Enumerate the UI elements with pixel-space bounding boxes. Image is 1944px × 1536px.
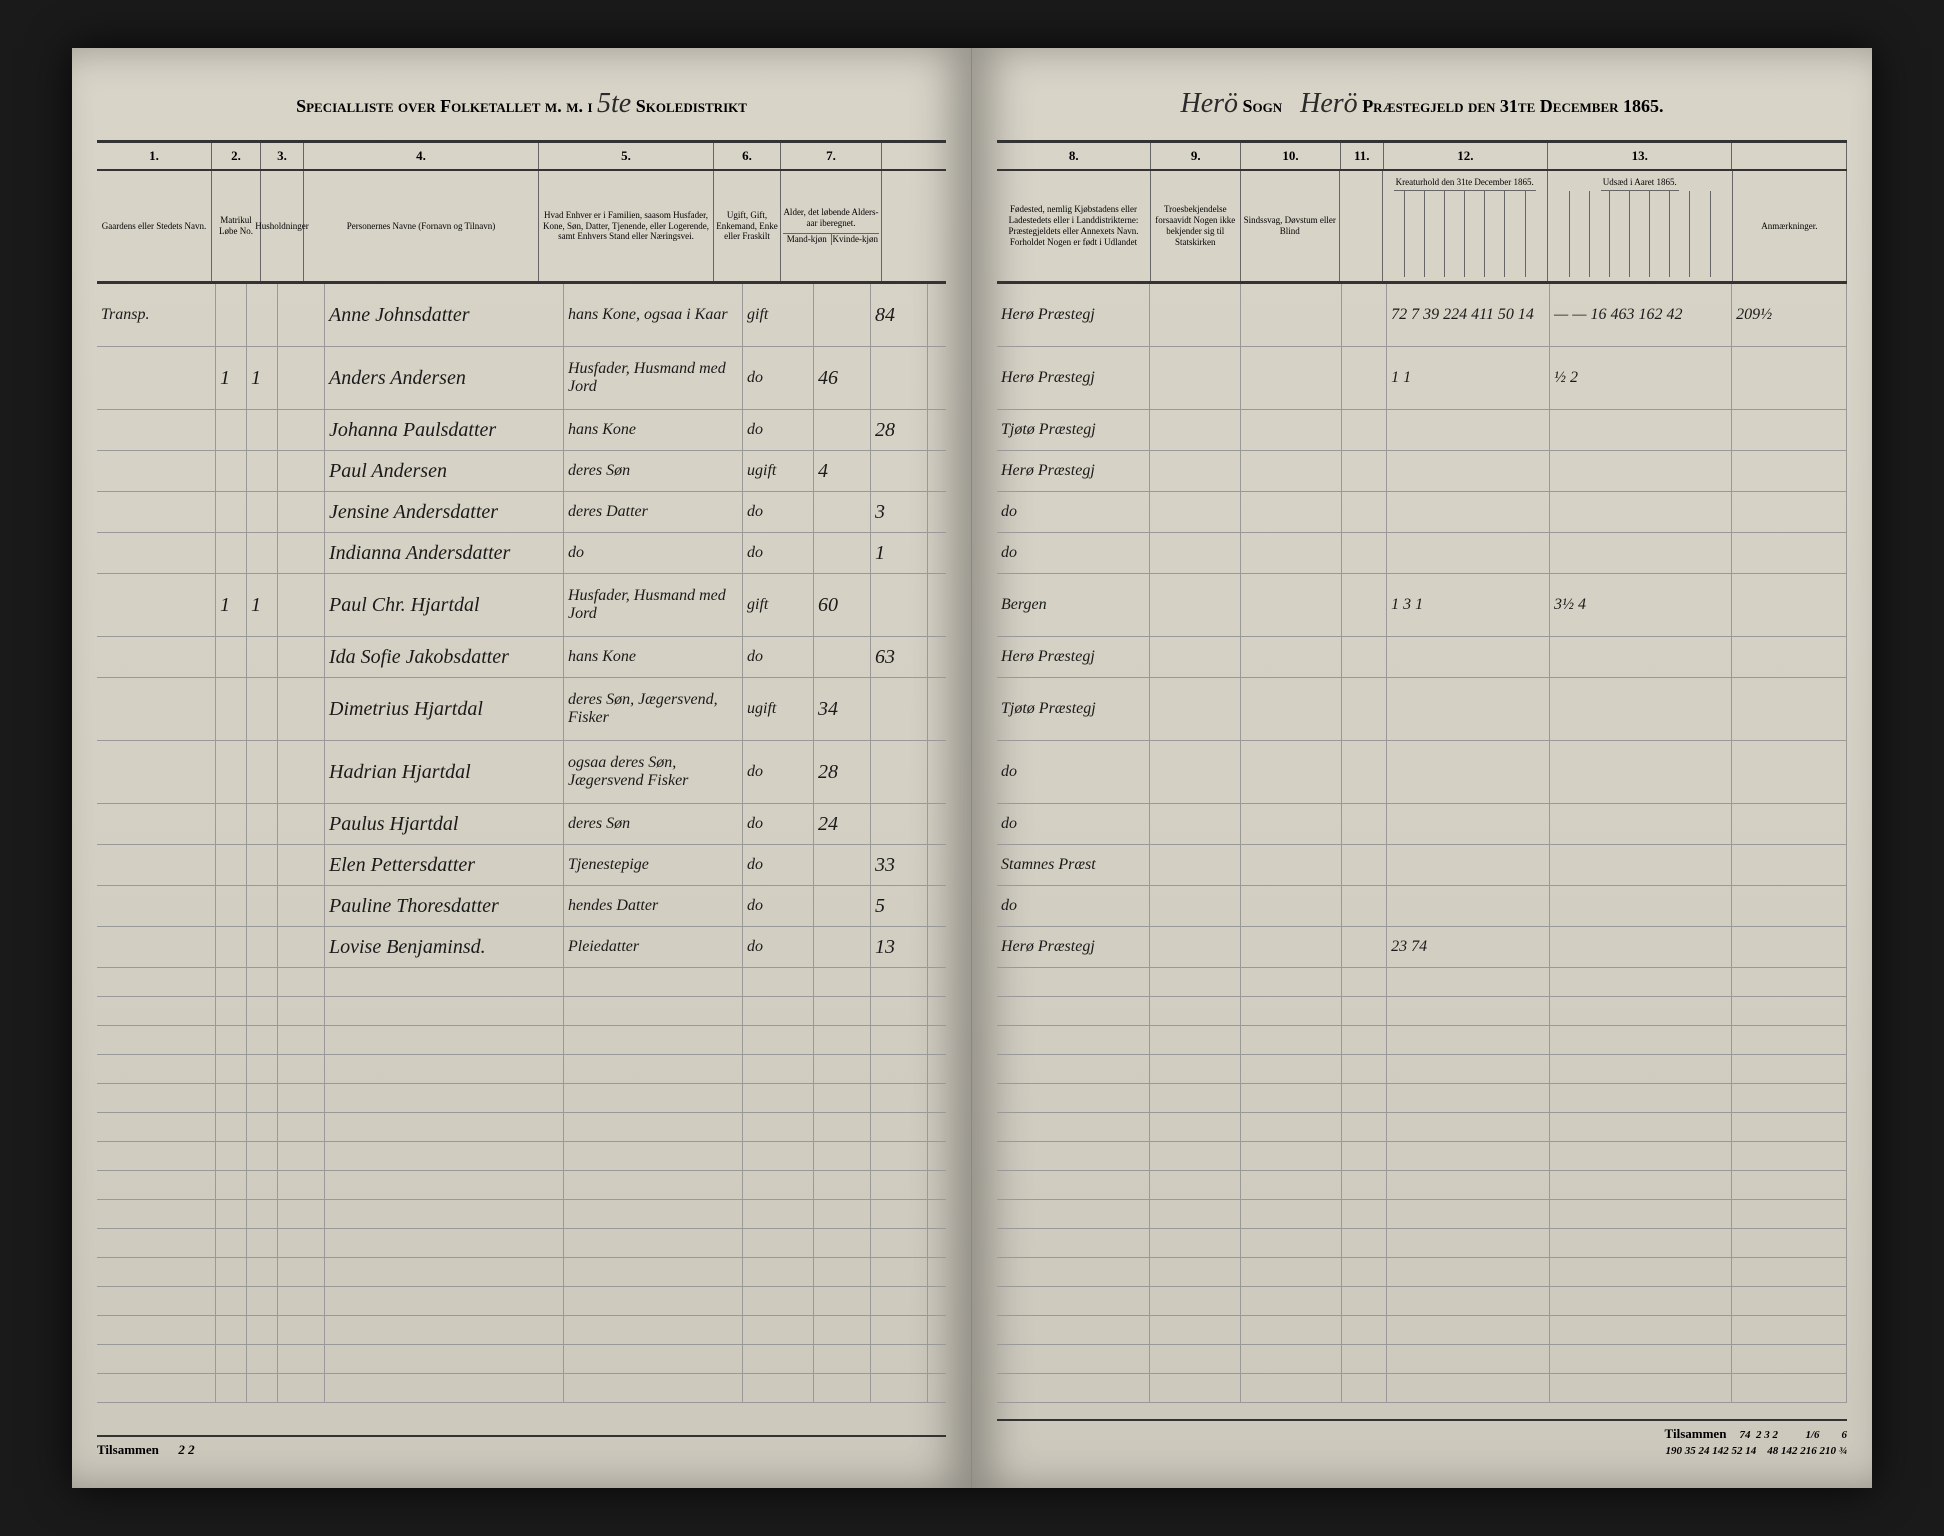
table-row: Pauline Thoresdatter hendes Datter do 5	[97, 886, 946, 927]
right-column-headers: Fødested, nemlig Kjøbstadens eller Lades…	[997, 171, 1847, 284]
table-row: Transp. Anne Johnsdatter hans Kone, ogsa…	[97, 284, 946, 347]
prestegjeld-name: Herö	[1300, 88, 1358, 119]
tilsammen-label-right: Tilsammen	[1665, 1426, 1727, 1441]
tilsammen-label: Tilsammen	[97, 1442, 159, 1457]
header-printed-2: Skoledistrikt	[636, 96, 747, 116]
left-sum: 2 2	[178, 1442, 194, 1457]
left-data-rows: Transp. Anne Johnsdatter hans Kone, ogsa…	[97, 284, 946, 968]
table-row: Tjøtø Præstegj	[997, 678, 1847, 741]
transport-label: Transp.	[97, 284, 216, 346]
table-row: do	[997, 533, 1847, 574]
table-row: Lovise Benjaminsd. Pleiedatter do 13	[97, 927, 946, 968]
table-row: Ida Sofie Jakobsdatter hans Kone do 63	[97, 637, 946, 678]
left-header: Specialliste over Folketallet m. m. i 5t…	[97, 78, 946, 143]
table-row: Herø Præstegj 72 7 39 224 411 50 14 — — …	[997, 284, 1847, 347]
left-footer: Tilsammen 2 2	[97, 1435, 946, 1458]
left-page: Specialliste over Folketallet m. m. i 5t…	[72, 48, 972, 1488]
table-row: Herø Præstegj 1 1 ½ 2	[997, 347, 1847, 410]
table-row: Paul Andersen deres Søn ugift 4	[97, 451, 946, 492]
right-column-numbers: 8. 9. 10. 11. 12. 13.	[997, 143, 1847, 171]
header-date: Præstegjeld den 31te December 1865.	[1362, 96, 1663, 116]
table-row: Dimetrius Hjartdal deres Søn, Jægersvend…	[97, 678, 946, 741]
sogn-label: Sogn	[1243, 96, 1283, 116]
empty-rows-right	[997, 968, 1847, 1403]
right-page: Herö Sogn Herö Præstegjeld den 31te Dece…	[972, 48, 1872, 1488]
table-row: do	[997, 741, 1847, 804]
table-row: Herø Præstegj	[997, 637, 1847, 678]
table-row: 1 1 Paul Chr. Hjartdal Husfader, Husmand…	[97, 574, 946, 637]
table-row: Johanna Paulsdatter hans Kone do 28	[97, 410, 946, 451]
table-row: Tjøtø Præstegj	[997, 410, 1847, 451]
table-row: do	[997, 492, 1847, 533]
parish-name: Herö	[1180, 88, 1238, 119]
table-row: Bergen 1 3 1 3½ 4	[997, 574, 1847, 637]
table-row: Stamnes Præst	[997, 845, 1847, 886]
table-row: do	[997, 886, 1847, 927]
left-column-headers: Gaardens eller Stedets Navn. Matrikul Lø…	[97, 171, 946, 284]
right-footer: Tilsammen 74 2 3 2 1/6 6 190 35 24 142 5…	[997, 1419, 1847, 1458]
table-row: Herø Præstegj 23 74	[997, 927, 1847, 968]
empty-rows-left	[97, 968, 946, 1403]
table-row: Elen Pettersdatter Tjenestepige do 33	[97, 845, 946, 886]
table-row: Indianna Andersdatter do do 1	[97, 533, 946, 574]
table-row: Paulus Hjartdal deres Søn do 24	[97, 804, 946, 845]
left-column-numbers: 1. 2. 3. 4. 5. 6. 7.	[97, 143, 946, 171]
table-row: Hadrian Hjartdal ogsaa deres Søn, Jægers…	[97, 741, 946, 804]
table-row: do	[997, 804, 1847, 845]
district-number: 5te	[597, 88, 631, 119]
table-row: 1 1 Anders Andersen Husfader, Husmand me…	[97, 347, 946, 410]
census-register-book: Specialliste over Folketallet m. m. i 5t…	[72, 48, 1872, 1488]
table-row: Jensine Andersdatter deres Datter do 3	[97, 492, 946, 533]
right-header: Herö Sogn Herö Præstegjeld den 31te Dece…	[997, 78, 1847, 143]
table-row: Herø Præstegj	[997, 451, 1847, 492]
right-data-rows: Herø Præstegj 72 7 39 224 411 50 14 — — …	[997, 284, 1847, 968]
header-printed-1: Specialliste over Folketallet m. m. i	[296, 96, 592, 116]
